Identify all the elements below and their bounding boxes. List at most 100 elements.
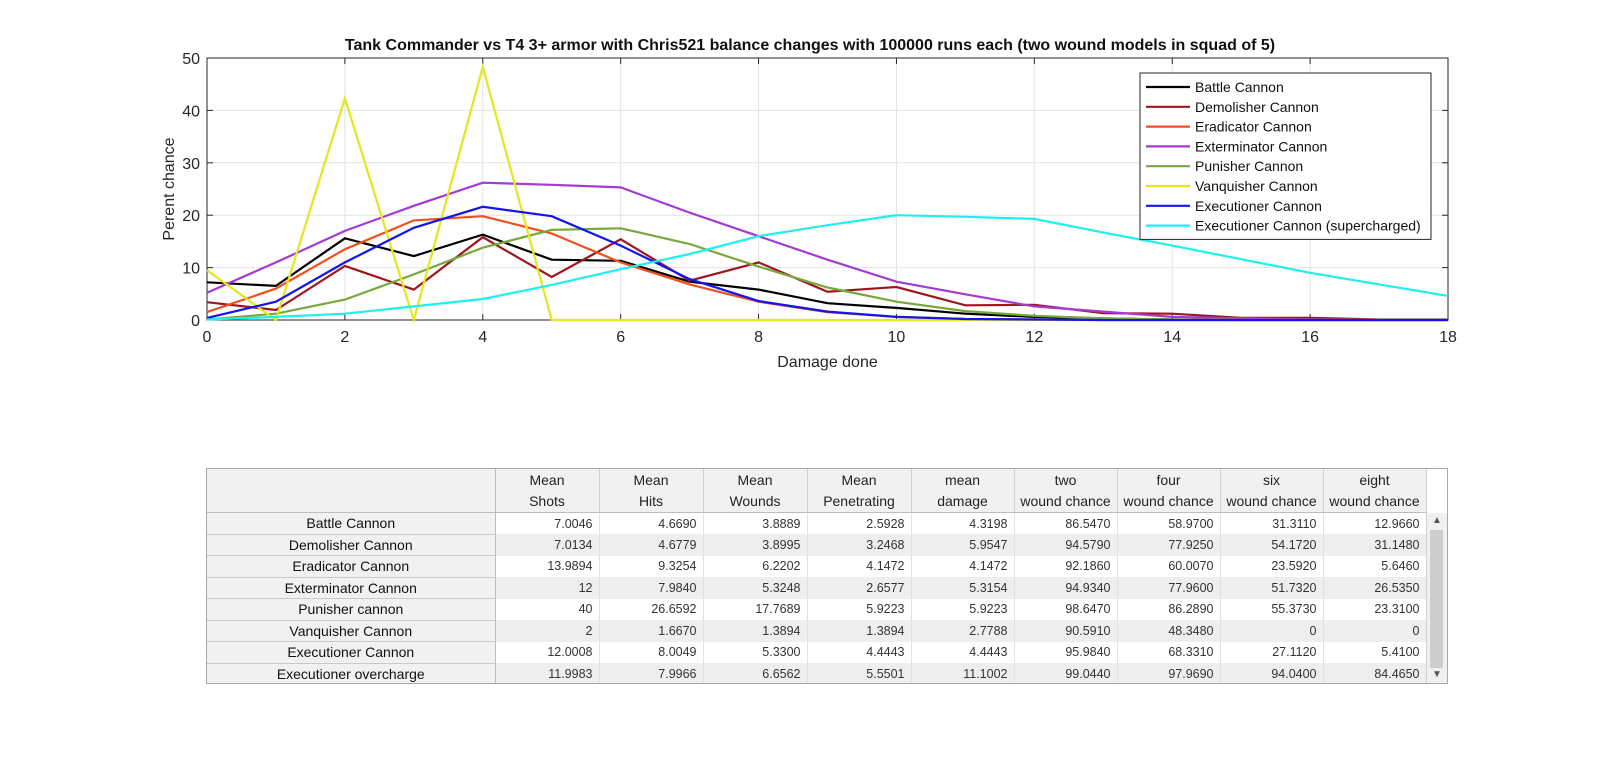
column-header[interactable]: six wound chance bbox=[1220, 469, 1324, 513]
column-header[interactable]: Mean Wounds bbox=[703, 469, 808, 513]
table-cell[interactable]: 60.0070 bbox=[1117, 555, 1221, 577]
table-cell[interactable]: 26.6592 bbox=[599, 598, 704, 620]
table-cell[interactable]: 4.1472 bbox=[911, 555, 1015, 577]
column-header[interactable]: four wound chance bbox=[1117, 469, 1221, 513]
table-cell[interactable]: 1.3894 bbox=[703, 620, 808, 642]
table-cell[interactable]: 5.9223 bbox=[807, 598, 912, 620]
table-cell[interactable]: 2.6577 bbox=[807, 577, 912, 599]
table-cell[interactable]: 12 bbox=[495, 577, 600, 599]
table-row[interactable]: Executioner Cannon 12.0008 8.0049 5.3300 4.4… bbox=[207, 641, 1427, 664]
table-cell[interactable]: 5.5501 bbox=[807, 663, 912, 683]
table-cell[interactable]: 3.8889 bbox=[703, 512, 808, 534]
table-cell[interactable]: 95.9840 bbox=[1014, 641, 1118, 663]
x-tick-label: 4 bbox=[478, 329, 487, 346]
table-cell[interactable]: 5.3248 bbox=[703, 577, 808, 599]
table-cell[interactable]: 7.9840 bbox=[599, 577, 704, 599]
table-cell[interactable]: 27.1120 bbox=[1220, 641, 1324, 663]
scrollbar-thumb[interactable] bbox=[1430, 530, 1443, 668]
table-cell[interactable]: 77.9250 bbox=[1117, 534, 1221, 556]
table-cell[interactable]: 5.9547 bbox=[911, 534, 1015, 556]
table-cell[interactable]: 94.0400 bbox=[1220, 663, 1324, 683]
table-cell[interactable]: 13.9894 bbox=[495, 555, 600, 577]
table-cell[interactable]: 3.8995 bbox=[703, 534, 808, 556]
table-cell[interactable]: 86.2890 bbox=[1117, 598, 1221, 620]
table-cell[interactable]: 7.0046 bbox=[495, 512, 600, 534]
table-row[interactable]: Executioner overcharge 11.9983 7.9966 6.656… bbox=[207, 663, 1427, 683]
table-cell[interactable]: 5.4100 bbox=[1323, 641, 1427, 663]
table-cell[interactable]: 4.6690 bbox=[599, 512, 704, 534]
table-cell[interactable]: 97.9690 bbox=[1117, 663, 1221, 683]
table-cell[interactable]: 8.0049 bbox=[599, 641, 704, 663]
column-header[interactable]: two wound chance bbox=[1014, 469, 1118, 513]
table-cell[interactable]: 4.4443 bbox=[807, 641, 912, 663]
table-cell[interactable]: 6.6562 bbox=[703, 663, 808, 683]
table-cell[interactable]: 4.3198 bbox=[911, 512, 1015, 534]
row-header: Demolisher Cannon bbox=[207, 534, 496, 556]
table-cell[interactable]: 5.3300 bbox=[703, 641, 808, 663]
table-row[interactable]: Exterminator Cannon 12 7.9840 5.3248 2.6577 5… bbox=[207, 577, 1427, 599]
table-cell[interactable]: 55.3730 bbox=[1220, 598, 1324, 620]
table-cell[interactable]: 11.9983 bbox=[495, 663, 600, 683]
column-header-line1: Mean bbox=[633, 471, 669, 488]
table-cell[interactable]: 1.3894 bbox=[807, 620, 912, 642]
table-cell[interactable]: 51.7320 bbox=[1220, 577, 1324, 599]
column-header[interactable]: Mean Shots bbox=[495, 469, 600, 513]
table-cell[interactable]: 4.1472 bbox=[807, 555, 912, 577]
column-header[interactable]: Mean Penetrating bbox=[807, 469, 912, 513]
table-cell[interactable]: 94.5790 bbox=[1014, 534, 1118, 556]
column-header[interactable]: Mean Hits bbox=[599, 469, 704, 513]
table-cell[interactable]: 6.2202 bbox=[703, 555, 808, 577]
table-cell[interactable]: 0 bbox=[1220, 620, 1324, 642]
table-cell[interactable]: 23.5920 bbox=[1220, 555, 1324, 577]
table-cell[interactable]: 94.9340 bbox=[1014, 577, 1118, 599]
table-cell[interactable]: 4.6779 bbox=[599, 534, 704, 556]
table-row[interactable]: Demolisher Cannon 7.0134 4.6779 3.8995 3.246… bbox=[207, 534, 1427, 556]
table-cell[interactable]: 54.1720 bbox=[1220, 534, 1324, 556]
legend-entry: Punisher Cannon bbox=[1195, 158, 1303, 174]
table-cell[interactable]: 99.0440 bbox=[1014, 663, 1118, 683]
table-cell[interactable]: 2.5928 bbox=[807, 512, 912, 534]
table-row[interactable]: Eradicator Cannon 13.9894 9.3254 6.2202 4.14… bbox=[207, 555, 1427, 578]
table-cell[interactable]: 40 bbox=[495, 598, 600, 620]
table-cell[interactable]: 98.6470 bbox=[1014, 598, 1118, 620]
table-cell[interactable]: 77.9600 bbox=[1117, 577, 1221, 599]
table-cell[interactable]: 26.5350 bbox=[1323, 577, 1427, 599]
y-tick-label: 10 bbox=[182, 261, 200, 278]
table-cell[interactable]: 12.0008 bbox=[495, 641, 600, 663]
table-cell[interactable]: 1.6670 bbox=[599, 620, 704, 642]
table-cell[interactable]: 4.4443 bbox=[911, 641, 1015, 663]
table-cell[interactable]: 7.0134 bbox=[495, 534, 600, 556]
table-cell[interactable]: 5.3154 bbox=[911, 577, 1015, 599]
table-row[interactable]: Vanquisher Cannon 2 1.6670 1.3894 1.3894 2.77… bbox=[207, 620, 1427, 642]
scroll-down-arrow-icon[interactable]: ▼ bbox=[1432, 669, 1442, 680]
table-cell[interactable]: 12.9660 bbox=[1323, 512, 1427, 534]
column-header[interactable]: eight wound chance bbox=[1323, 469, 1427, 513]
table-cell[interactable]: 84.4650 bbox=[1323, 663, 1427, 683]
legend-box bbox=[1139, 72, 1432, 240]
column-header-line2: Penetrating bbox=[823, 492, 895, 509]
table-cell[interactable]: 3.2468 bbox=[807, 534, 912, 556]
table-row[interactable]: Battle Cannon 7.0046 4.6690 3.8889 2.5928 4.3… bbox=[207, 512, 1427, 535]
column-header[interactable]: mean damage bbox=[911, 469, 1015, 513]
scroll-up-arrow-icon[interactable]: ▲ bbox=[1432, 515, 1442, 526]
table-cell[interactable]: 23.3100 bbox=[1323, 598, 1427, 620]
vertical-scrollbar[interactable]: ▲ ▼ bbox=[1426, 513, 1447, 683]
table-cell[interactable]: 68.3310 bbox=[1117, 641, 1221, 663]
table-cell[interactable]: 7.9966 bbox=[599, 663, 704, 683]
table-cell[interactable]: 5.9223 bbox=[911, 598, 1015, 620]
table-cell[interactable]: 5.6460 bbox=[1323, 555, 1427, 577]
table-cell[interactable]: 58.9700 bbox=[1117, 512, 1221, 534]
table-cell[interactable]: 48.3480 bbox=[1117, 620, 1221, 642]
table-cell[interactable]: 11.1002 bbox=[911, 663, 1015, 683]
table-cell[interactable]: 0 bbox=[1323, 620, 1427, 642]
table-cell[interactable]: 17.7689 bbox=[703, 598, 808, 620]
table-cell[interactable]: 2.7788 bbox=[911, 620, 1015, 642]
table-cell[interactable]: 31.3110 bbox=[1220, 512, 1324, 534]
table-cell[interactable]: 2 bbox=[495, 620, 600, 642]
table-cell[interactable]: 86.5470 bbox=[1014, 512, 1118, 534]
table-cell[interactable]: 9.3254 bbox=[599, 555, 704, 577]
table-row[interactable]: Punisher cannon 40 26.6592 17.7689 5.9223 5.9… bbox=[207, 598, 1427, 621]
table-cell[interactable]: 92.1860 bbox=[1014, 555, 1118, 577]
table-cell[interactable]: 90.5910 bbox=[1014, 620, 1118, 642]
table-cell[interactable]: 31.1480 bbox=[1323, 534, 1427, 556]
